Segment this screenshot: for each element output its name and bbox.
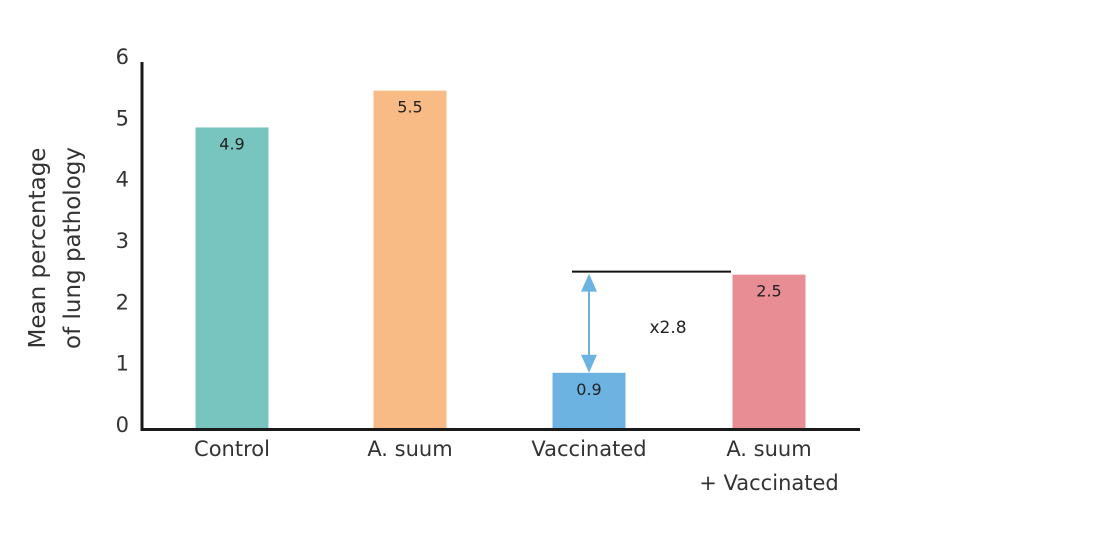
y-axis-label: Mean percentage of lung pathology — [25, 147, 86, 349]
bar-value-label: 5.5 — [397, 98, 422, 117]
y-tick-label: 0 — [116, 413, 129, 437]
y-tick-label: 2 — [116, 290, 129, 314]
ratio-label: x2.8 — [649, 318, 686, 338]
bar-value-label: 0.9 — [576, 380, 601, 399]
x-tick-label: A. suum — [367, 437, 452, 461]
arrow-down-icon — [581, 354, 597, 373]
x-tick-label: A. suum — [726, 437, 811, 461]
x-tick-label: Control — [194, 437, 270, 461]
arrow-up-icon — [581, 273, 597, 292]
bar — [373, 90, 447, 429]
ratio-annotation: x2.8 — [572, 270, 731, 373]
y-tick-label: 6 — [116, 45, 129, 69]
x-tick-label: + Vaccinated — [699, 471, 838, 495]
bar-value-label: 4.9 — [219, 134, 244, 153]
y-tick-label: 1 — [116, 352, 129, 376]
y-ticks: 0 1 2 3 4 5 6 — [116, 45, 129, 437]
bar — [552, 372, 626, 428]
bars: 4.9 Control 5.5 A. suum 0.9 Vaccinated 2.5 A. s… — [194, 90, 839, 495]
y-tick-label: 5 — [116, 106, 129, 130]
y-tick-label: 4 — [116, 168, 129, 192]
bar-value-label: 2.5 — [756, 282, 781, 301]
y-tick-label: 3 — [116, 229, 129, 253]
y-axis-label-line: Mean percentage — [25, 148, 51, 349]
bar — [195, 127, 269, 428]
x-tick-label: Vaccinated — [531, 437, 646, 461]
bar — [732, 274, 806, 428]
y-axis-label-line: of lung pathology — [60, 147, 86, 349]
